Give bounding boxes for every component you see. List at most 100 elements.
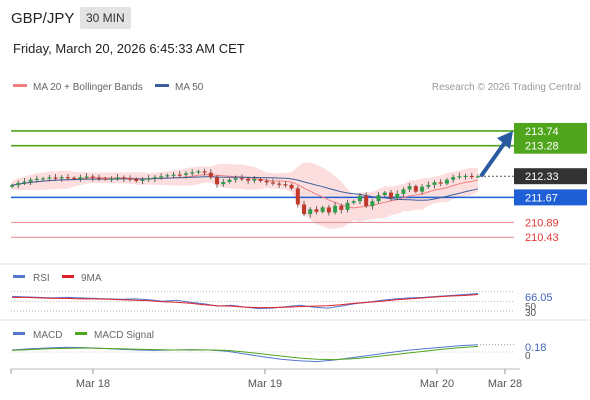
candle-body (190, 172, 195, 174)
level-label-bg (514, 189, 587, 206)
candle (233, 175, 238, 183)
candle (252, 176, 257, 184)
macd-zero-label: 0 (525, 351, 531, 362)
candle-body (140, 179, 145, 182)
candle-body (432, 182, 437, 185)
candle (370, 199, 375, 210)
candle (16, 180, 21, 189)
candle-body (72, 177, 77, 180)
bollinger-band-area (12, 162, 478, 229)
candle-body (295, 188, 300, 205)
candle (426, 181, 431, 189)
ma50-legend-label: MA 50 (175, 82, 204, 93)
candle (451, 174, 456, 183)
credit-label: Research © 2026 Trading Central (432, 82, 581, 93)
candle (432, 180, 437, 189)
candle (103, 176, 108, 181)
candle (221, 178, 226, 187)
candle-body (420, 186, 425, 192)
candle-body (345, 202, 350, 210)
ma20-legend-swatch (13, 84, 27, 87)
candle (22, 178, 27, 186)
rsi-value-label: 66.05 (525, 292, 553, 304)
x-axis-tick-label: Mar 18 (76, 378, 110, 390)
candle-body (41, 178, 46, 180)
candle (146, 174, 151, 182)
candle (283, 181, 288, 188)
candle-body (90, 176, 95, 178)
rsi-legend-swatch (13, 275, 25, 278)
candle-body (96, 177, 101, 180)
candle-body (53, 177, 58, 179)
candle (264, 178, 269, 186)
candle (314, 206, 319, 215)
candle (239, 174, 244, 181)
candle-body (109, 178, 114, 180)
level-label-bg (514, 137, 587, 154)
chart-header: GBP/JPY 30 MIN Friday, March 20, 2026 6:… (0, 0, 590, 70)
candle-body (451, 177, 456, 180)
ma50-line (11, 176, 479, 201)
level-label-resistance: 213.28 (525, 141, 559, 153)
candle (295, 185, 300, 208)
level-label-bg (514, 122, 587, 139)
macd-signal-legend-swatch (75, 332, 87, 335)
candle-body (407, 186, 412, 190)
candle (208, 169, 213, 180)
candle-body (16, 182, 21, 186)
candle-body (426, 184, 431, 187)
candle-body (10, 185, 14, 187)
candlesticks (10, 168, 480, 218)
level-label-support: 210.89 (525, 217, 559, 229)
candle (376, 192, 381, 204)
candle-body (47, 177, 52, 179)
candle-body (152, 177, 157, 179)
candle-body (134, 179, 139, 182)
candle (401, 187, 406, 198)
macd-value-label: 0.18 (525, 342, 546, 354)
candle-body (227, 179, 232, 182)
rsi-ma-legend-label: 9MA (81, 273, 102, 284)
candle-body (277, 183, 282, 185)
bollinger-band (12, 162, 478, 229)
candle-body (177, 174, 182, 176)
timeframe-badge[interactable]: 30 MIN (80, 7, 131, 29)
candle-body (357, 195, 362, 202)
candle-body (246, 178, 251, 181)
candle-body (252, 179, 257, 181)
x-axis-tick-label: Mar 28 (488, 378, 522, 390)
candle (115, 173, 120, 181)
level-label-pivot: 211.67 (525, 192, 558, 204)
candle (258, 177, 263, 183)
candle-body (22, 181, 27, 183)
candle-body (382, 192, 387, 196)
candle-body (28, 179, 33, 182)
candle-body (146, 178, 151, 180)
rsi-level-label: 30 (525, 308, 537, 319)
candle (326, 204, 331, 216)
level-label-support: 210.43 (525, 232, 559, 244)
candle-body (34, 178, 39, 180)
moving-averages (11, 173, 479, 209)
candle-body (283, 184, 288, 186)
candle (308, 207, 313, 218)
macd-legend-label: MACD (33, 330, 62, 341)
x-axis-tick-label: Mar 20 (420, 378, 454, 390)
candle (395, 190, 400, 201)
candle (357, 193, 362, 205)
rsi-ma-legend-swatch (62, 275, 74, 278)
macd-signal-legend-label: MACD Signal (94, 330, 154, 341)
candle-body (65, 177, 70, 179)
candle-body (239, 178, 244, 180)
candle (444, 178, 449, 186)
candle-body (121, 177, 126, 179)
candle (277, 181, 282, 188)
candle-body (196, 171, 201, 173)
candle-body (401, 189, 406, 194)
candle-body (84, 176, 89, 178)
candle-body (339, 205, 344, 210)
current-price-label-bg (514, 168, 587, 185)
candle-body (351, 201, 356, 203)
candle-body (183, 173, 188, 175)
candle (121, 175, 126, 182)
